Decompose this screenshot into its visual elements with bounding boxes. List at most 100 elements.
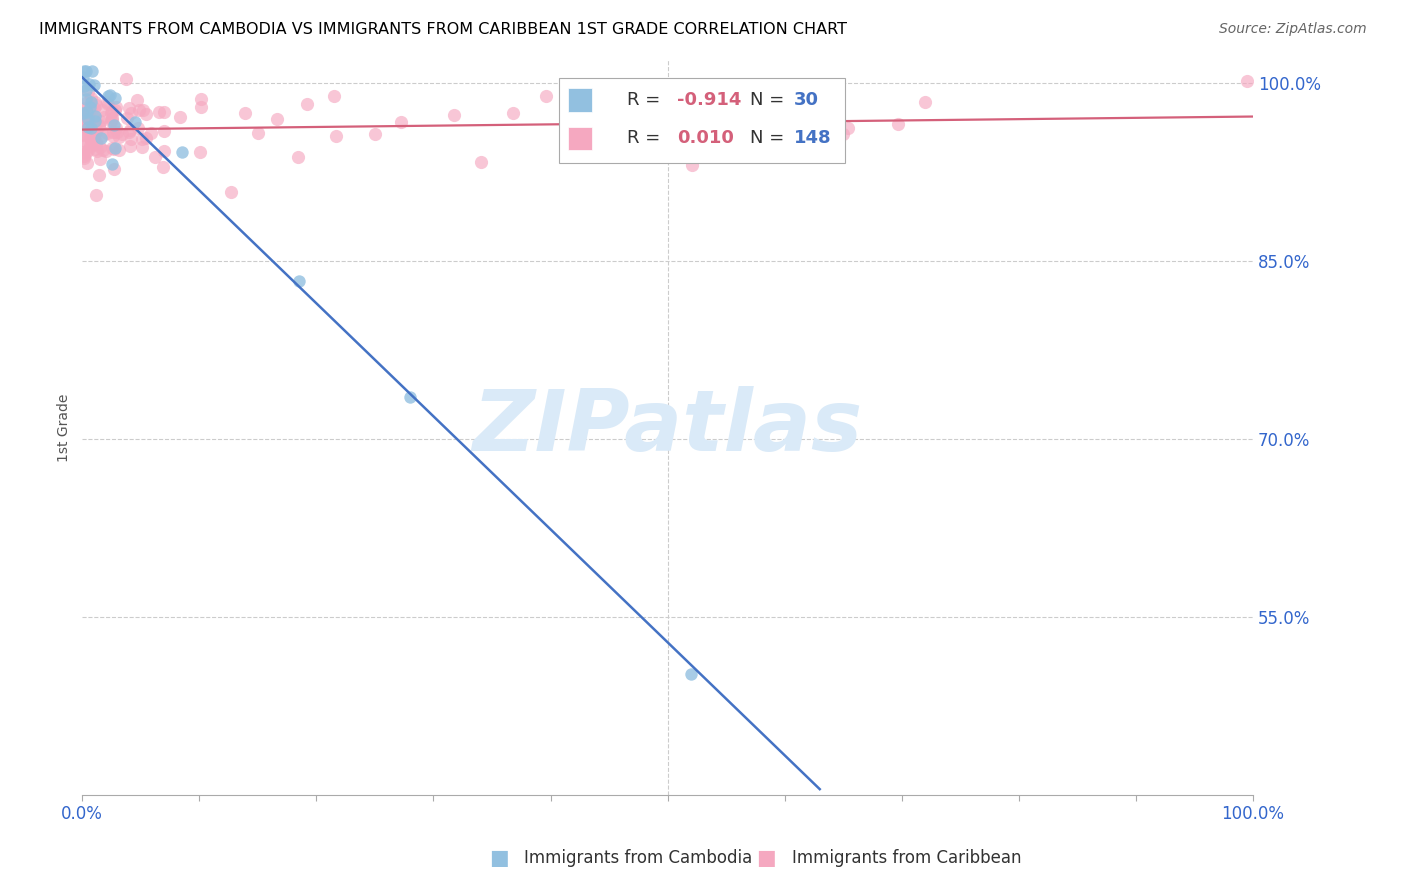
Point [97, 97, 120, 112]
Point [73, 128, 96, 142]
Point [170, 145, 193, 159]
Point [153, 105, 176, 120]
Point [79, 127, 101, 141]
Point [718, 90, 741, 104]
Point [77, 85, 100, 99]
Point [697, 115, 720, 129]
Point [75, 145, 97, 160]
Point [72, 108, 94, 122]
Point [96, 95, 118, 110]
Text: R =: R = [627, 129, 665, 147]
Point [120, 139, 142, 153]
Point [86, 97, 108, 112]
Point [84, 122, 107, 136]
Point [1236, 74, 1258, 88]
Point [322, 89, 344, 103]
Point [104, 103, 127, 117]
Text: R =: R = [627, 91, 665, 109]
Point [614, 133, 637, 147]
Point [84, 95, 107, 109]
Text: Immigrants from Caribbean: Immigrants from Caribbean [792, 849, 1021, 867]
Point [101, 104, 124, 119]
Point [77, 77, 100, 91]
Point [135, 106, 157, 120]
Point [108, 130, 131, 145]
Point [100, 112, 122, 127]
Y-axis label: 1st Grade: 1st Grade [58, 393, 72, 461]
Text: N =: N = [749, 91, 790, 109]
Point [266, 112, 288, 127]
Point [103, 119, 125, 133]
Point [77, 112, 100, 127]
Point [443, 108, 465, 122]
Point [72, 120, 94, 134]
Point [73, 78, 96, 93]
Point [128, 103, 150, 118]
Point [118, 125, 141, 139]
Point [76, 83, 98, 97]
Point [609, 122, 631, 136]
Point [84, 125, 107, 139]
Point [103, 161, 125, 176]
Point [76, 104, 98, 119]
Point [75, 92, 97, 106]
Point [565, 126, 588, 140]
Point [152, 161, 174, 175]
Point [75, 64, 97, 78]
Text: -0.914: -0.914 [676, 91, 741, 109]
Point [83, 112, 105, 127]
Point [90, 131, 112, 145]
Point [399, 390, 422, 404]
Point [131, 132, 153, 146]
Point [76, 115, 98, 129]
Point [83, 101, 105, 115]
Point [502, 106, 524, 120]
Point [72, 106, 94, 120]
Point [76, 143, 98, 157]
Point [84, 136, 107, 150]
Point [76, 118, 98, 132]
Point [104, 91, 127, 105]
Point [83, 78, 105, 93]
Point [288, 274, 311, 288]
Point [645, 128, 668, 142]
Point [153, 144, 176, 158]
Bar [568, 127, 592, 150]
Point [72, 111, 94, 125]
Point [76, 126, 98, 140]
Point [72, 145, 94, 160]
Point [73, 151, 96, 165]
Point [96, 127, 118, 141]
Point [76, 135, 98, 149]
Point [76, 115, 98, 129]
Point [83, 109, 105, 123]
Point [169, 110, 191, 124]
Point [127, 121, 149, 136]
Point [233, 106, 256, 120]
Point [190, 100, 212, 114]
Point [219, 185, 242, 199]
Point [89, 113, 111, 128]
Point [83, 120, 105, 134]
Point [89, 169, 111, 183]
Point [72, 70, 94, 84]
Text: IMMIGRANTS FROM CAMBODIA VS IMMIGRANTS FROM CARIBBEAN 1ST GRADE CORRELATION CHAR: IMMIGRANTS FROM CAMBODIA VS IMMIGRANTS F… [39, 22, 848, 37]
Point [73, 102, 96, 116]
Point [76, 107, 98, 121]
Point [287, 150, 309, 164]
Point [105, 121, 128, 136]
Point [794, 78, 817, 93]
Point [246, 126, 269, 140]
Point [190, 92, 212, 106]
Point [100, 114, 122, 128]
Point [84, 188, 107, 202]
Point [837, 120, 859, 135]
Text: 0.010: 0.010 [676, 129, 734, 147]
Point [389, 115, 412, 129]
Point [86, 145, 108, 159]
Point [72, 105, 94, 120]
Point [103, 128, 125, 143]
Point [77, 108, 100, 122]
Point [73, 138, 96, 153]
Point [735, 128, 758, 142]
